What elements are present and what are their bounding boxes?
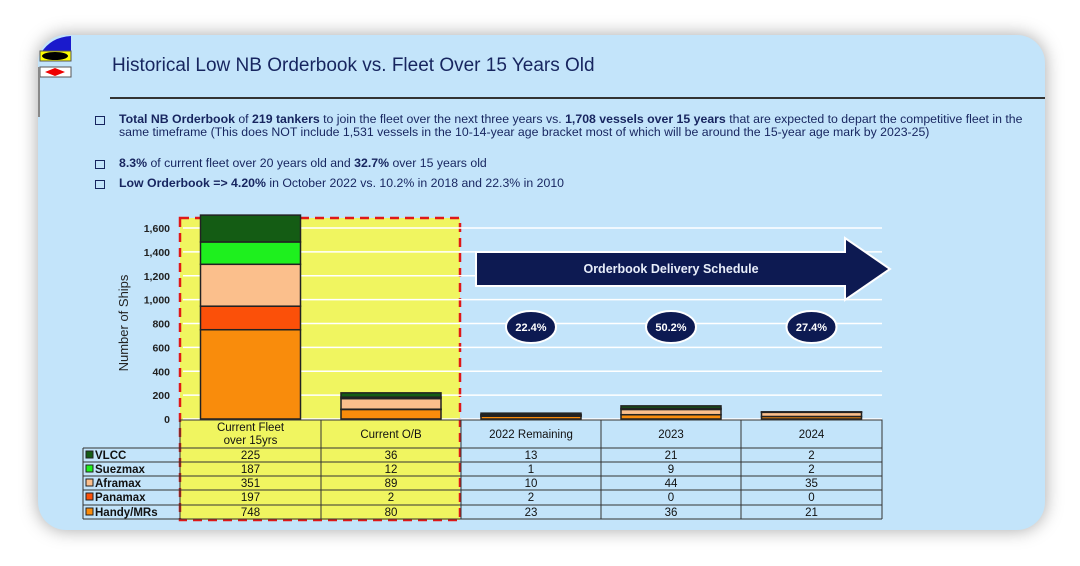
- pct-bubble: [785, 310, 838, 344]
- checkbox-bullet-icon: [95, 116, 105, 125]
- category-label: 2022 Remaining: [489, 429, 573, 441]
- y-tick-label: 0: [164, 414, 170, 426]
- bar-segment-suezmax: [199, 241, 302, 266]
- table-cell: 197: [241, 492, 260, 504]
- y-tick-label: 600: [152, 342, 170, 354]
- bullet-2: 8.3% of current fleet over 20 years old …: [95, 157, 1035, 170]
- table-cell: 44: [665, 478, 678, 490]
- y-tick-label: 1,400: [144, 247, 170, 259]
- bullet-text: 32.7%: [354, 156, 390, 170]
- y-tick-label: 400: [152, 366, 170, 378]
- y-tick-label: 1,000: [144, 295, 170, 307]
- checkbox-bullet-icon: [95, 180, 105, 189]
- bullet-text: 1,708 vessels over 15 years: [565, 112, 726, 126]
- table-cell: 2: [388, 492, 394, 504]
- legend-label: VLCC: [95, 450, 126, 462]
- table-cell: 9: [668, 464, 674, 476]
- legend-label: Panamax: [95, 492, 146, 504]
- bar-segment-handymrs: [340, 408, 442, 420]
- table-cell: 21: [665, 450, 678, 462]
- pct-bubble: [505, 310, 557, 344]
- pct-bubble: [645, 310, 697, 344]
- table-cell: 21: [805, 507, 818, 519]
- delivery-arrow: [475, 236, 892, 302]
- legend-swatch: [85, 450, 94, 459]
- bullet-text: of current fleet over 20 years old and: [147, 156, 355, 170]
- table-cell: 0: [668, 492, 674, 504]
- table-cell: 2: [808, 450, 814, 462]
- table-cell: 13: [525, 450, 538, 462]
- pct-label: 27.4%: [796, 322, 827, 334]
- checkbox-bullet-icon: [95, 160, 105, 169]
- bullet-text: of: [234, 112, 253, 126]
- table-cell: 36: [385, 450, 398, 462]
- bar-segment-aframax: [340, 397, 442, 410]
- y-tick-label: 1,600: [144, 223, 170, 235]
- table-cell: 10: [525, 478, 538, 490]
- title-divider: [110, 97, 1045, 99]
- bullet-text: 219 tankers: [252, 112, 320, 126]
- arrow-label: Orderbook Delivery Schedule: [583, 262, 758, 276]
- slide-title: Historical Low NB Orderbook vs. Fleet Ov…: [112, 55, 595, 76]
- bar-segment-vlcc: [199, 214, 302, 243]
- y-tick-label: 200: [152, 390, 170, 402]
- category-label: Current Fleet: [217, 422, 285, 434]
- bullet-text: over 15 years old: [389, 156, 487, 170]
- bullet-3: Low Orderbook => 4.20% in October 2022 v…: [95, 177, 1035, 190]
- table-cell: 23: [525, 507, 538, 519]
- bar-segment-aframax: [199, 263, 302, 307]
- blue-flag-icon: [41, 36, 71, 53]
- category-label: 2023: [658, 429, 684, 441]
- table-cell: 1: [528, 464, 534, 476]
- legend-swatch: [85, 478, 94, 487]
- bar-segment-vlcc: [340, 392, 442, 398]
- y-tick-label: 800: [152, 319, 170, 331]
- bullet-1: Total NB Orderbook of 219 tankers to joi…: [95, 113, 1035, 139]
- legend-label: Suezmax: [95, 464, 145, 476]
- table-cell: 351: [241, 478, 260, 490]
- table-cell: 89: [385, 478, 398, 490]
- legend-swatch: [85, 492, 94, 501]
- bar-segment-handymrs: [199, 328, 302, 420]
- bullet-text: 8.3%: [119, 156, 148, 170]
- bullet-text: in October 2022 vs. 10.2% in 2018 and 22…: [265, 176, 565, 190]
- flag-icons: [37, 33, 77, 128]
- category-label: Current O/B: [360, 429, 422, 441]
- y-tick-label: 1,200: [144, 271, 170, 283]
- table-cell: 0: [808, 492, 814, 504]
- table-cell: 2: [808, 464, 814, 476]
- table-cell: 12: [385, 464, 398, 476]
- table-cell: 80: [385, 507, 398, 519]
- bar-segment-vlcc: [620, 405, 722, 410]
- legend-swatch: [85, 464, 94, 473]
- y-axis-label: Number of Ships: [116, 274, 131, 371]
- pct-label: 22.4%: [515, 322, 546, 334]
- category-label: over 15yrs: [224, 435, 278, 447]
- table-cell: 36: [665, 507, 678, 519]
- bullet-text: that are expected to depart the competit…: [119, 112, 1023, 139]
- table-cell: 187: [241, 464, 260, 476]
- table-cell: 748: [241, 507, 260, 519]
- bullet-text: to join the fleet over the next three ye…: [319, 112, 566, 126]
- legend-label: Aframax: [95, 478, 142, 490]
- bar-segment-aframax: [620, 408, 722, 416]
- bullet-text: Low Orderbook => 4.20%: [119, 176, 266, 190]
- pct-label: 50.2%: [655, 322, 686, 334]
- bullet-text: Total NB Orderbook: [119, 112, 235, 126]
- legend-swatch: [85, 507, 94, 516]
- table-cell: 2: [528, 492, 534, 504]
- category-label: 2024: [799, 429, 825, 441]
- legend-label: Handy/MRs: [95, 507, 158, 519]
- table-cell: 35: [805, 478, 818, 490]
- bar-segment-vlcc: [480, 412, 582, 416]
- table-cell: 225: [241, 450, 260, 462]
- bar-segment-panamax: [199, 305, 302, 331]
